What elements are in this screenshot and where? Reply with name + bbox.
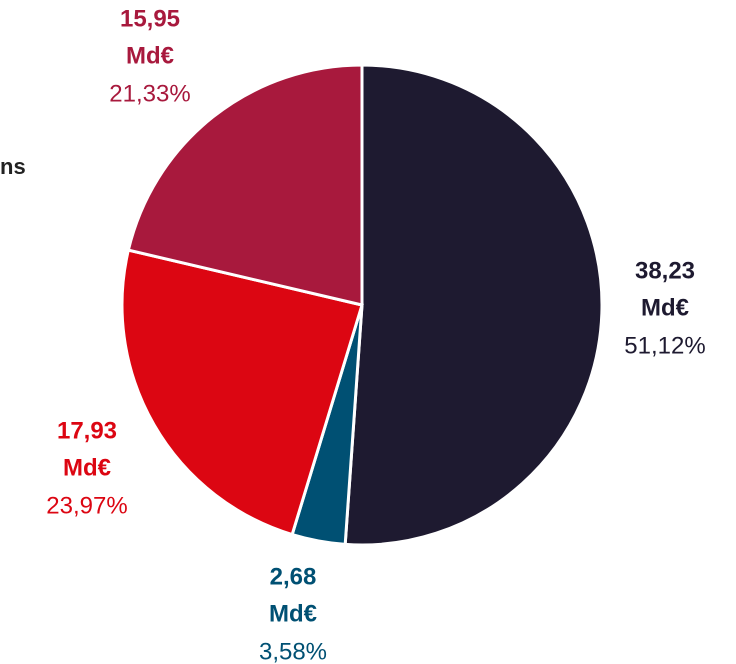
unit-label: Md€ [269,600,317,627]
unit-label: Md€ [641,294,689,321]
annotation: ns [0,154,26,179]
value-label: 38,23 [635,257,695,284]
percent-label: 21,33% [109,80,190,107]
percent-label: 3,58% [259,638,327,664]
percent-label: 51,12% [624,332,705,359]
pie-slice [343,63,604,547]
percent-label: 23,97% [46,492,127,519]
value-label: 17,93 [57,417,117,444]
unit-label: Md€ [126,42,174,69]
pie-slice [120,248,364,537]
pie-slice [126,63,364,307]
value-label: 15,95 [120,5,180,32]
unit-label: Md€ [63,454,111,481]
value-label: 2,68 [270,563,317,590]
